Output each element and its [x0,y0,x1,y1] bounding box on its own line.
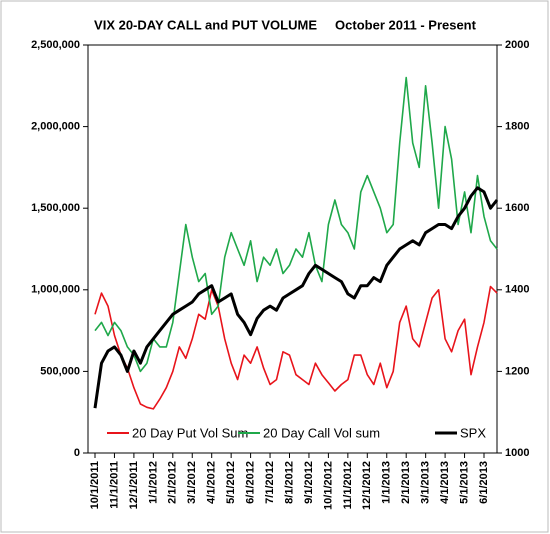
y2-tick-label: 1600 [505,202,529,214]
y-tick-label: 1,500,000 [31,202,80,214]
legend: 20 Day Put Vol Sum 20 Day Call Vol sum SPX [107,425,486,440]
x-tick-label: 2/1/2013 [400,461,412,504]
x-tick-label: 10/1/2011 [89,461,101,509]
x-tick-label: 4/1/2013 [439,461,451,504]
x-tick-label: 5/1/2012 [225,461,237,504]
x-tick-label: 4/1/2012 [206,461,218,504]
y2-tick-label: 1800 [505,121,529,133]
x-tick-label: 10/1/2012 [322,461,334,510]
x-tick-label: 12/1/2011 [128,461,140,509]
legend-label: 20 Day Put Vol Sum [132,425,248,440]
y-tick-label: 500,000 [40,365,80,377]
chart-title: VIX 20-DAY CALL and PUT VOLUME October 2… [94,17,477,32]
x-tick-label: 9/1/2012 [303,461,315,504]
x-tick-label: 7/1/2012 [264,461,276,504]
series-line [93,186,499,409]
x-tick-label: 8/1/2012 [283,461,295,504]
x-tick-label: 3/1/2012 [186,461,198,504]
y2-tick-label: 1200 [505,365,529,377]
y-tick-label: 2,500,000 [31,39,80,51]
y2-tick-label: 1400 [505,284,529,296]
y-tick-label: 0 [74,447,80,459]
y-tick-label: 2,000,000 [31,121,80,133]
x-tick-label: 6/1/2013 [478,461,490,504]
x-tick-label: 3/1/2013 [420,461,432,504]
x-tick-label: 11/1/2011 [108,461,120,509]
x-tick-label: 6/1/2012 [245,461,257,504]
y2-tick-label: 1000 [505,447,529,459]
x-tick-label: 12/1/2012 [361,461,373,510]
legend-label: SPX [460,425,486,440]
legend-label: 20 Day Call Vol sum [263,425,380,440]
series-line [94,285,498,410]
x-tick-label: 1/1/2012 [147,461,159,504]
y-tick-label: 1,000,000 [31,284,80,296]
x-tick-label: 11/1/2012 [342,461,354,509]
x-tick-label: 2/1/2012 [167,461,179,504]
x-tick-label: 1/1/2013 [381,461,393,504]
x-tick-label: 5/1/2013 [458,461,470,504]
y2-tick-label: 2000 [505,39,529,51]
series-line [94,76,498,373]
